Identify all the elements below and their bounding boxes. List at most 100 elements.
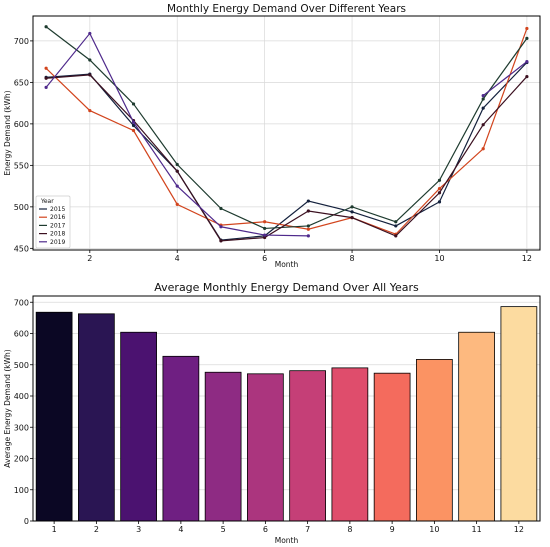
y-tick-label: 400 (14, 392, 29, 401)
bar-month-1 (35, 311, 73, 522)
data-point-2018 (88, 73, 92, 77)
y-tick-label: 200 (14, 455, 29, 464)
data-point-2017 (350, 205, 354, 209)
data-point-2016 (306, 227, 310, 231)
data-point-2015 (131, 123, 136, 128)
data-point-2018 (525, 74, 529, 79)
x-tick-label: 7 (305, 525, 310, 534)
x-tick-label: 8 (350, 254, 355, 263)
data-point-2015 (481, 106, 485, 110)
data-point-2019 (88, 31, 92, 36)
x-tick-label: 4 (178, 525, 183, 534)
y-tick-label: 100 (14, 486, 29, 495)
x-tick-label: 4 (175, 254, 180, 263)
bar-month-6 (247, 373, 284, 522)
plot-frame (32, 15, 541, 251)
x-tick-label: 3 (136, 525, 141, 534)
legend-label-2018: 2018 (50, 231, 65, 238)
x-tick-label: 6 (262, 254, 267, 263)
data-point-2018 (44, 76, 48, 80)
bar-month-11 (458, 331, 495, 522)
data-point-2017 (44, 25, 48, 29)
x-tick-label: 11 (472, 525, 482, 534)
y-tick-label: 600 (14, 330, 29, 339)
data-point-2018 (263, 235, 267, 240)
data-point-2017 (437, 178, 442, 182)
data-point-2016 (44, 66, 48, 70)
x-tick-label: 9 (390, 525, 395, 534)
bar-month-10 (416, 359, 453, 522)
data-point-2017 (88, 58, 92, 62)
data-point-2015 (350, 210, 354, 214)
data-point-2017 (394, 220, 398, 224)
chart-title: Average Monthly Energy Demand Over All Y… (154, 281, 419, 294)
x-tick-label: 12 (514, 525, 524, 534)
data-point-2018 (175, 169, 179, 173)
data-point-2018 (394, 234, 398, 238)
data-point-2017 (306, 224, 310, 228)
data-point-2018 (437, 191, 442, 195)
y-axis-label: Average Energy Demand (kWh) (3, 349, 12, 467)
bar-month-5 (204, 371, 242, 522)
data-point-2016 (88, 108, 92, 113)
y-tick-label: 500 (14, 203, 29, 212)
legend-label-2017: 2017 (50, 222, 65, 229)
data-point-2019 (44, 85, 48, 89)
data-point-2015 (437, 200, 442, 204)
x-tick-label: 8 (347, 525, 352, 534)
legend-title: Year (40, 198, 54, 205)
data-point-2015 (394, 224, 398, 228)
data-point-2017 (175, 162, 179, 167)
bar-month-3 (120, 331, 157, 522)
x-tick-label: 10 (434, 254, 444, 263)
data-point-2019 (306, 234, 310, 238)
line-chart: 2 4 6 8 10 12 450 500 550 600 650 700 Monthly Energy… (3, 3, 541, 269)
x-tick-label: 10 (429, 525, 439, 534)
y-tick-label: 700 (14, 37, 29, 46)
bar-month-9 (373, 372, 411, 522)
series-line-2015 (46, 62, 528, 241)
data-point-2019 (131, 120, 136, 124)
data-point-2019 (175, 184, 179, 188)
data-point-2018 (481, 123, 485, 127)
data-point-2016 (263, 220, 267, 224)
x-tick-label: 2 (94, 525, 99, 534)
x-tick-label: 5 (221, 525, 226, 534)
bar-month-12 (500, 306, 538, 522)
data-point-2016 (131, 128, 136, 133)
data-point-2018 (350, 216, 354, 220)
x-tick-label: 12 (522, 254, 532, 263)
y-tick-label: 500 (14, 361, 29, 370)
data-point-2019 (263, 233, 267, 237)
x-tick-label: 1 (52, 525, 57, 534)
y-tick-label: 450 (14, 244, 29, 253)
series-line-2018 (46, 74, 528, 242)
data-point-2019 (525, 60, 529, 64)
data-point-2017 (131, 102, 136, 106)
plot-frame (32, 295, 541, 522)
data-point-2017 (525, 36, 529, 41)
chart-title: Monthly Energy Demand Over Different Yea… (167, 3, 406, 15)
series-line-2019 (482, 61, 528, 97)
data-point-2018 (306, 209, 310, 213)
bar-month-2 (78, 313, 115, 522)
data-point-2017 (219, 206, 223, 211)
y-tick-label: 700 (14, 298, 29, 307)
x-tick-label: 6 (263, 525, 268, 534)
bar-month-4 (162, 355, 200, 522)
legend-label-2016: 2016 (50, 214, 65, 221)
data-point-2016 (175, 202, 179, 206)
y-axis-label: Energy Demand (kWh) (3, 90, 12, 175)
legend-label-2019: 2019 (50, 239, 65, 246)
x-tick-label: 2 (87, 254, 92, 263)
bar-month-8 (331, 367, 369, 522)
data-point-2016 (481, 147, 485, 151)
y-tick-label: 0 (24, 517, 29, 526)
bar-month-7 (289, 370, 326, 522)
x-axis-label: Month (275, 536, 299, 545)
data-point-2018 (219, 239, 223, 243)
x-axis-label: Month (275, 260, 299, 269)
data-point-2017 (481, 97, 485, 101)
